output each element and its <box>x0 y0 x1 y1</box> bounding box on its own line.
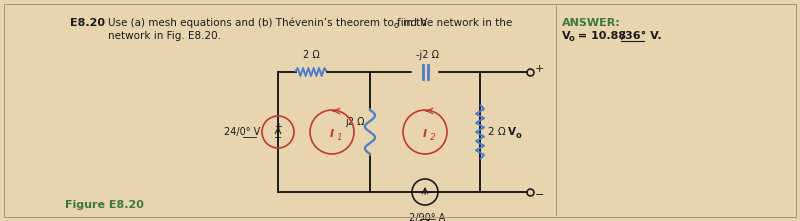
Text: −: − <box>535 190 544 200</box>
Text: network in Fig. E8.20.: network in Fig. E8.20. <box>108 31 221 41</box>
Text: Use (a) mesh equations and (b) Thévenin’s theorem to find V: Use (a) mesh equations and (b) Thévenin’… <box>108 18 427 29</box>
Text: 2/90° A: 2/90° A <box>409 213 445 221</box>
Text: I: I <box>423 129 427 139</box>
Text: 1: 1 <box>337 133 342 141</box>
Text: /36° V.: /36° V. <box>621 31 662 41</box>
Text: o: o <box>569 34 574 43</box>
Text: -j2 Ω: -j2 Ω <box>415 50 438 60</box>
Text: 2 Ω: 2 Ω <box>488 127 512 137</box>
Text: = 10.88: = 10.88 <box>574 31 630 41</box>
Text: V: V <box>562 31 570 41</box>
Text: ANSWER:: ANSWER: <box>562 18 621 28</box>
Text: +: + <box>274 122 282 132</box>
Text: 2 Ω: 2 Ω <box>302 50 319 60</box>
Text: −: − <box>274 133 282 143</box>
Text: in the network in the: in the network in the <box>400 18 512 28</box>
Text: 24/0° V: 24/0° V <box>224 127 260 137</box>
Text: o: o <box>516 130 522 139</box>
Text: I: I <box>330 129 334 139</box>
Text: 2: 2 <box>430 133 436 141</box>
Text: V: V <box>508 127 516 137</box>
Text: o: o <box>394 21 399 30</box>
Text: Figure E8.20: Figure E8.20 <box>65 200 144 210</box>
Text: E8.20: E8.20 <box>70 18 105 28</box>
Text: j2 Ω: j2 Ω <box>346 117 365 127</box>
Text: +: + <box>535 64 544 74</box>
